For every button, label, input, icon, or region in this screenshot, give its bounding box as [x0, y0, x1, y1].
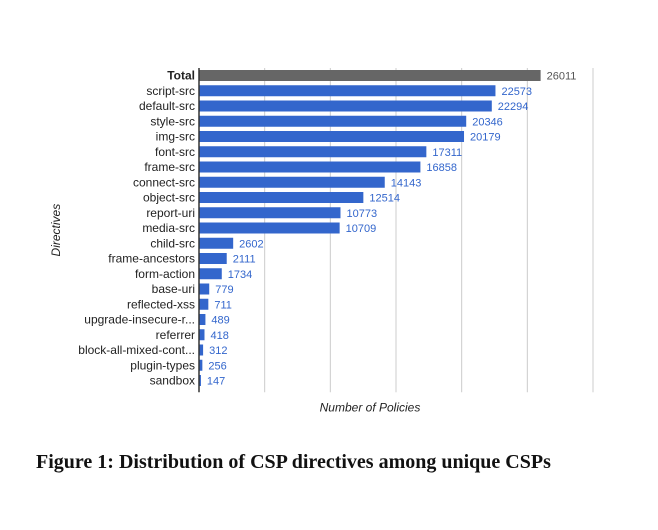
bar-8 [199, 192, 364, 203]
bar-13 [199, 268, 222, 280]
category-label: child-src [150, 236, 195, 250]
category-label: upgrade-insecure-r... [84, 313, 195, 327]
bar-14 [199, 283, 210, 295]
value-label: 10709 [346, 223, 377, 235]
value-label: 20346 [472, 116, 503, 128]
x-axis-title: Number of Policies [320, 400, 421, 414]
value-label: 22294 [498, 101, 529, 113]
bar-6 [199, 161, 421, 173]
bar-10 [199, 222, 340, 234]
bar-16 [199, 314, 206, 325]
category-label: block-all-mixed-cont... [78, 343, 195, 357]
bar-1 [199, 85, 496, 97]
category-label: base-uri [152, 282, 195, 296]
category-label: img-src [156, 130, 195, 144]
value-label: 1734 [228, 269, 252, 281]
value-label: 312 [209, 345, 227, 357]
category-label: frame-ancestors [108, 252, 195, 266]
bar-15 [199, 298, 209, 310]
bar-4 [199, 131, 465, 142]
bar-17 [199, 329, 205, 341]
category-label: script-src [146, 84, 195, 98]
category-label: default-src [139, 99, 195, 113]
value-label: 2602 [239, 238, 263, 250]
bar-18 [199, 344, 204, 356]
category-label: frame-src [144, 160, 195, 174]
category-label: reflected-xss [127, 297, 195, 311]
bar-3 [199, 115, 467, 127]
bars [199, 70, 541, 386]
value-label: 22573 [501, 86, 532, 98]
value-label: 147 [207, 376, 225, 388]
value-labels: 26011 22573 22294 20346 20179 17311 16858 14143… [207, 71, 576, 388]
value-label: 17311 [432, 147, 462, 159]
value-label: 256 [208, 360, 226, 372]
value-label: 2111 [233, 254, 256, 266]
bar-11 [199, 237, 234, 249]
value-label: 20179 [470, 132, 501, 144]
value-label: 418 [210, 330, 228, 342]
category-label: font-src [155, 145, 195, 159]
bar-5 [199, 146, 427, 158]
y-axis-title: Directives [49, 204, 63, 257]
category-label: form-action [135, 267, 195, 281]
value-label: 489 [211, 315, 229, 327]
bar-7 [199, 176, 385, 188]
value-label: 26011 [547, 71, 577, 83]
category-label: referrer [156, 328, 195, 342]
category-label: object-src [143, 191, 195, 205]
category-label: style-src [150, 114, 195, 128]
figure-caption: Figure 1: Distribution of CSP directives… [36, 451, 551, 473]
category-label: connect-src [133, 175, 195, 189]
category-label: media-src [142, 221, 195, 235]
value-label: 711 [214, 299, 232, 311]
bar-12 [199, 253, 227, 264]
bar-20 [199, 375, 201, 386]
value-label: 16858 [426, 162, 457, 174]
category-label: plugin-types [130, 358, 195, 372]
category-label: Total [167, 69, 195, 83]
value-label: 14143 [391, 177, 422, 189]
bar-9 [199, 207, 341, 219]
value-label: 10773 [346, 208, 377, 220]
value-label: 12514 [369, 193, 400, 205]
bar-0 [199, 70, 541, 81]
value-label: 779 [215, 284, 233, 296]
category-label: sandbox [150, 374, 195, 388]
category-label: report-uri [146, 206, 195, 220]
bar-2 [199, 100, 492, 112]
bar-19 [199, 359, 203, 371]
